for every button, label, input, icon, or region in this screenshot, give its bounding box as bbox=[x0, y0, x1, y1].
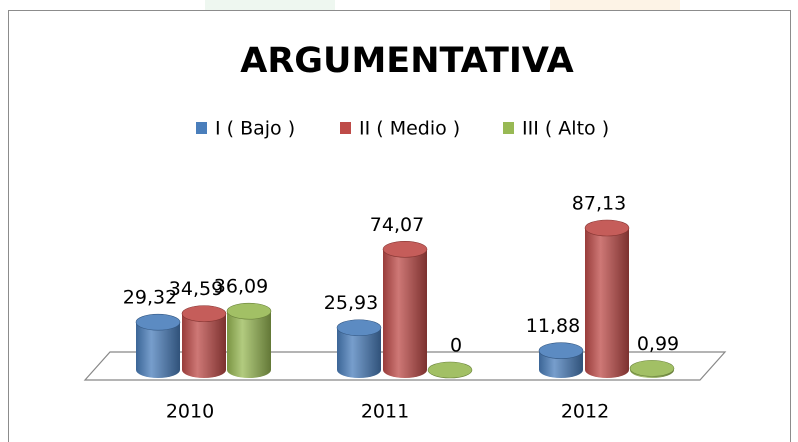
data-label: 34,59 bbox=[169, 278, 223, 300]
data-label: 36,09 bbox=[214, 276, 268, 298]
bar-top bbox=[226, 302, 272, 320]
data-label: 29,32 bbox=[123, 287, 177, 309]
legend-swatch bbox=[340, 122, 351, 134]
data-label: 0 bbox=[450, 335, 462, 357]
bar-top bbox=[538, 342, 584, 359]
bar-top bbox=[336, 319, 382, 337]
x-tick-label: 2012 bbox=[561, 401, 609, 423]
bar bbox=[136, 322, 180, 378]
bar-top bbox=[584, 219, 630, 237]
bar bbox=[227, 311, 271, 378]
data-label: 11,88 bbox=[526, 315, 580, 337]
chart-title: ARGUMENTATIVA bbox=[240, 41, 573, 81]
x-tick-label: 2011 bbox=[361, 401, 409, 423]
legend-label: III ( Alto ) bbox=[522, 118, 609, 140]
bar bbox=[383, 249, 427, 378]
data-label: 25,93 bbox=[324, 292, 378, 314]
bar-top bbox=[427, 361, 473, 379]
data-label: 87,13 bbox=[572, 193, 626, 215]
bar bbox=[182, 313, 226, 378]
bar-top bbox=[629, 360, 675, 377]
legend-swatch bbox=[196, 122, 207, 134]
bar bbox=[585, 228, 629, 378]
legend-label: II ( Medio ) bbox=[359, 118, 460, 140]
legend-label: I ( Bajo ) bbox=[215, 118, 295, 140]
legend-swatch bbox=[503, 122, 514, 134]
data-label: 74,07 bbox=[370, 214, 424, 236]
bar-top bbox=[135, 313, 181, 331]
background-tab bbox=[205, 0, 335, 10]
bar bbox=[337, 327, 381, 378]
bar-top bbox=[382, 240, 428, 258]
bar-top bbox=[181, 305, 227, 322]
x-tick-label: 2010 bbox=[166, 401, 214, 423]
background-tab bbox=[550, 0, 680, 10]
data-label: 0,99 bbox=[637, 333, 679, 355]
